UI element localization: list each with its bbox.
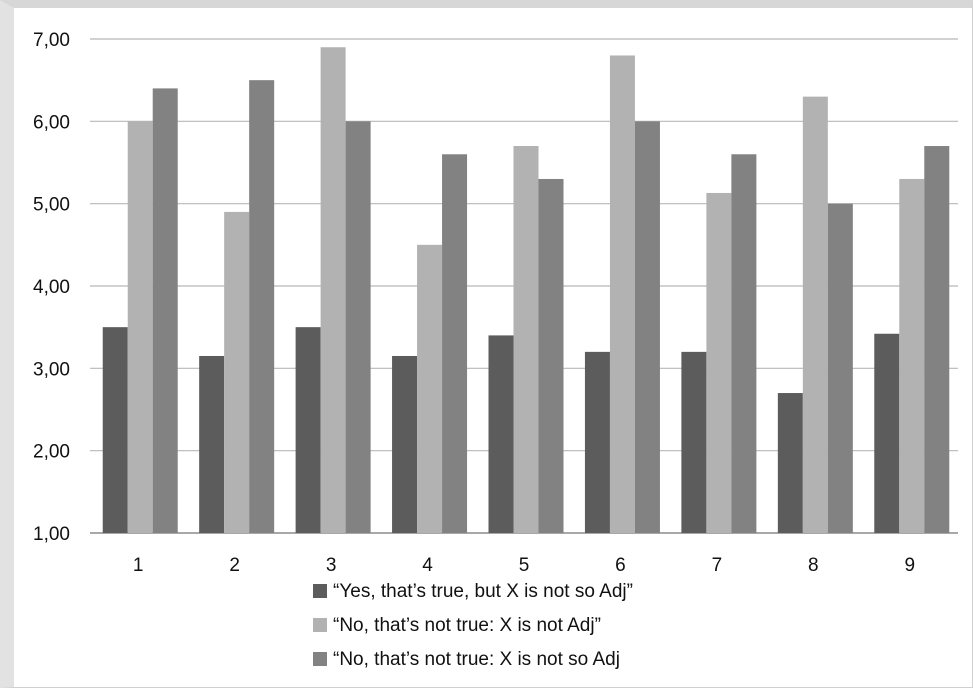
bar-2-9 <box>899 178 925 533</box>
bars <box>102 47 950 534</box>
y-axis-tick-labels: 1,00 2,00 3,00 4,00 5,00 6,00 7,00 <box>33 30 70 545</box>
legend-entry: “No, that’s not true: X is not Adj” <box>333 615 601 636</box>
bar-2-1 <box>127 121 153 533</box>
bar-3-7 <box>731 154 757 533</box>
bar-3-4 <box>442 154 468 533</box>
x-tick-label: 6 <box>615 555 626 576</box>
legend-entry: “No, that’s not true: X is not so Adj <box>333 649 620 670</box>
legend-entry: “Yes, that’s true, but X is not so Adj” <box>333 581 633 602</box>
x-tick-label: 7 <box>712 555 723 576</box>
y-tick-label: 4,00 <box>33 277 70 298</box>
bar-2-2 <box>224 211 250 533</box>
x-tick-label: 3 <box>326 555 337 576</box>
bar-3-9 <box>924 146 950 534</box>
y-tick-label: 5,00 <box>33 195 70 216</box>
x-tick-label: 5 <box>519 555 530 576</box>
bar-2-8 <box>802 96 828 533</box>
bar-1-3 <box>295 327 321 533</box>
bar-1-8 <box>777 393 803 533</box>
bar-2-3 <box>320 47 346 533</box>
x-tick-label: 8 <box>808 555 819 576</box>
bar-1-4 <box>392 355 418 533</box>
bar-3-3 <box>345 121 371 533</box>
legend-swatch <box>313 652 327 666</box>
x-tick-label: 2 <box>229 555 240 576</box>
bar-2-6 <box>609 55 635 533</box>
x-tick-label: 9 <box>904 555 915 576</box>
y-tick-label: 6,00 <box>33 112 70 133</box>
y-tick-label: 2,00 <box>33 442 70 463</box>
bar-1-5 <box>488 335 514 533</box>
bar-1-9 <box>874 333 900 533</box>
x-axis-tick-labels: 1 2 3 4 5 6 7 8 9 <box>133 555 915 576</box>
legend-swatch <box>313 584 327 598</box>
bar-3-2 <box>249 80 275 534</box>
bar-2-4 <box>417 244 443 534</box>
bar-3-1 <box>152 88 178 534</box>
legend-swatch <box>313 618 327 632</box>
y-tick-label: 3,00 <box>33 359 70 380</box>
x-tick-label: 1 <box>133 555 144 576</box>
bar-3-8 <box>827 203 853 533</box>
bar-1-2 <box>199 355 225 533</box>
bar-1-7 <box>681 351 707 533</box>
legend: “Yes, that’s true, but X is not so Adj” “… <box>313 581 633 670</box>
x-tick-label: 4 <box>422 555 433 576</box>
bar-2-5 <box>513 146 539 534</box>
y-tick-label: 7,00 <box>33 30 70 51</box>
bar-3-6 <box>634 121 660 533</box>
bar-1-6 <box>584 351 610 533</box>
y-tick-label: 1,00 <box>33 524 70 545</box>
bar-3-5 <box>538 178 564 533</box>
bar-1-1 <box>102 327 128 533</box>
bar-2-7 <box>706 192 732 534</box>
